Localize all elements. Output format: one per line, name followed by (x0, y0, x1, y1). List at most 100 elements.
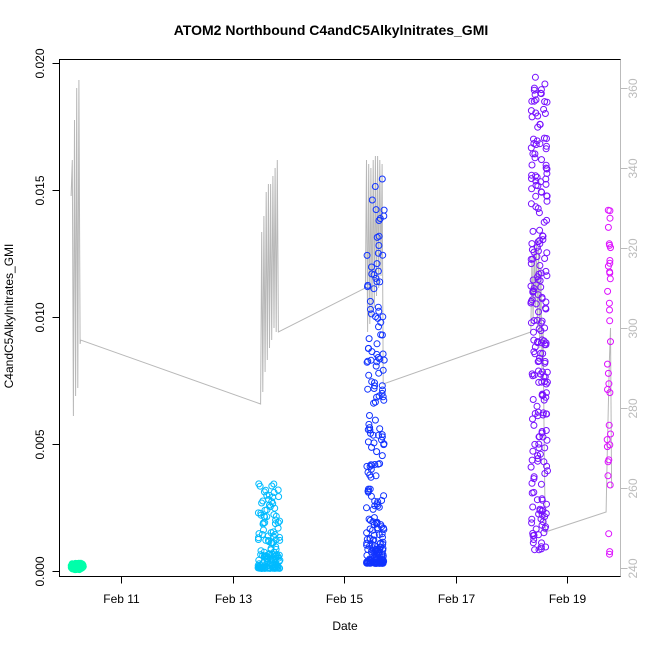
data-point (544, 467, 551, 475)
data-point (368, 461, 376, 469)
data-point (543, 135, 550, 142)
data-point (264, 537, 272, 544)
data-point (378, 497, 386, 504)
data-point (604, 369, 612, 377)
data-point (369, 505, 377, 513)
data-point (379, 557, 387, 565)
data-point (378, 331, 386, 339)
y2-tick-label-1: 260 (626, 478, 640, 498)
data-point (365, 515, 373, 523)
data-point (529, 276, 537, 284)
data-point (538, 539, 545, 547)
data-point (604, 386, 611, 393)
data-point (378, 389, 386, 397)
data-point (529, 503, 537, 511)
data-point (542, 267, 550, 275)
data-point (607, 430, 614, 438)
data-point (534, 452, 542, 460)
data-point (364, 281, 372, 289)
data-point (607, 244, 614, 252)
data-point (367, 305, 374, 313)
data-point (275, 564, 283, 572)
data-point (270, 480, 278, 488)
y-tick-label-3: 0.015 (33, 175, 47, 205)
data-point (363, 358, 371, 366)
data-point (272, 545, 280, 553)
data-point (372, 362, 380, 370)
y2-tick-label-3: 300 (626, 318, 640, 338)
data-point (537, 188, 545, 196)
data-point (256, 482, 264, 490)
data-point (541, 341, 549, 349)
data-point (542, 175, 550, 183)
data-point (530, 328, 537, 336)
y-axis: 0.000 0.005 0.010 0.015 0.020 (33, 48, 60, 587)
data-point (537, 327, 545, 335)
x-tick-label-2: Feb 15 (326, 592, 364, 606)
data-point (543, 192, 551, 200)
data-point (271, 504, 279, 512)
data-point (368, 270, 376, 278)
x-tick-label-0: Feb 11 (103, 592, 140, 606)
data-point (380, 396, 388, 404)
data-point (72, 559, 79, 567)
data-point (257, 511, 265, 519)
data-point (372, 313, 379, 321)
data-point (542, 161, 550, 169)
data-point (538, 156, 545, 164)
data-point (375, 531, 383, 539)
data-point (534, 338, 542, 346)
data-point (538, 495, 546, 503)
y-axis-label: C4andC5Alkylnitrates_GMI (2, 244, 16, 389)
data-point (378, 436, 385, 444)
data-point (541, 513, 549, 521)
data-point (527, 260, 535, 268)
data-point (265, 491, 273, 499)
data-point (532, 177, 540, 185)
data-point (365, 485, 372, 493)
data-point (375, 232, 383, 240)
data-point (373, 545, 381, 553)
data-point (538, 390, 546, 398)
data-point (373, 500, 381, 508)
data-point (541, 255, 549, 262)
data-point (79, 564, 86, 572)
data-point (74, 560, 82, 567)
data-point (530, 86, 538, 94)
data-point (530, 348, 538, 356)
data-point (528, 519, 536, 527)
data-point (371, 379, 378, 387)
data-point (375, 217, 383, 224)
data-point (367, 429, 374, 437)
data-point (540, 105, 548, 113)
data-point (606, 214, 614, 222)
data-point (364, 468, 372, 476)
data-point (376, 425, 384, 433)
data-point (539, 232, 547, 240)
y2-tick-label-4: 320 (626, 238, 640, 258)
data-point (531, 150, 539, 158)
data-point (536, 140, 544, 148)
data-point (535, 378, 543, 386)
data-point (260, 552, 268, 560)
data-point (541, 80, 549, 88)
data-point (530, 475, 538, 483)
data-point (529, 255, 537, 263)
data-point (363, 535, 371, 543)
data-point (370, 536, 378, 544)
data-point (540, 529, 548, 537)
data-point (606, 306, 613, 314)
y2-tick-label-0: 240 (626, 558, 640, 578)
data-point (537, 86, 545, 94)
data-point (262, 536, 270, 544)
data-point (368, 263, 375, 271)
data-point (259, 520, 267, 528)
data-point (378, 431, 386, 439)
data-point (528, 97, 536, 105)
data-point (532, 525, 540, 533)
data-point (379, 313, 387, 321)
data-point (541, 373, 549, 381)
secondary-y-axis: 240 260 280 300 320 340 360 (620, 78, 640, 579)
data-point (539, 236, 547, 244)
data-point (536, 262, 544, 269)
